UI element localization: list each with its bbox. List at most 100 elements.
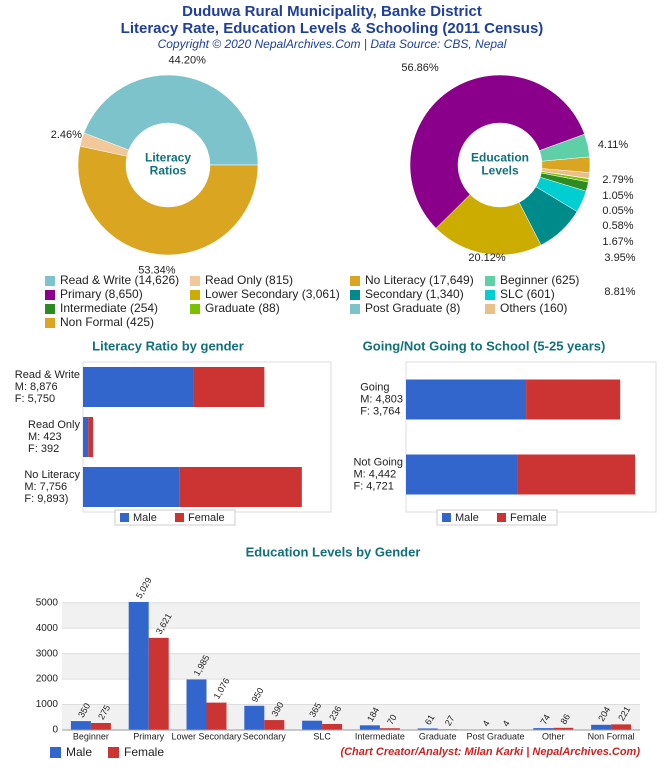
bar xyxy=(591,724,612,730)
legend-label: Others (160) xyxy=(500,301,567,315)
legend-label: Beginner (625) xyxy=(500,273,579,287)
x-tick-label: Intermediate xyxy=(355,731,405,741)
slice-label: 44.20% xyxy=(169,55,207,67)
bar xyxy=(83,367,194,407)
bar xyxy=(302,720,323,730)
title: Duduwa Rural Municipality, Banke Distric… xyxy=(182,3,482,20)
value-label: 5,029 xyxy=(134,576,154,601)
legend-label: SLC (601) xyxy=(500,287,555,301)
legend-label: Intermediate (254) xyxy=(60,301,158,315)
center-label: Literacy xyxy=(145,151,191,165)
slice-label: 0.58% xyxy=(602,220,633,232)
value-label: 27 xyxy=(443,714,457,728)
bar xyxy=(611,724,632,730)
value-label: M: 4,803 xyxy=(360,393,403,405)
bar xyxy=(90,723,111,730)
category-label: Going xyxy=(360,381,389,393)
legend-label: Female xyxy=(510,512,547,524)
x-tick-label: Other xyxy=(542,731,565,741)
bar xyxy=(186,679,207,730)
legend-swatch xyxy=(190,290,200,300)
slice-label: 1.05% xyxy=(602,190,633,202)
value-label: M: 7,756 xyxy=(24,481,67,493)
pie-slice xyxy=(539,133,590,162)
value-label: F: 392 xyxy=(28,443,59,455)
bar xyxy=(264,720,285,730)
center-label: Education xyxy=(471,151,529,165)
legend-label: Post Graduate (8) xyxy=(365,301,460,315)
value-label: M: 8,876 xyxy=(15,381,58,393)
pie-slice xyxy=(435,194,542,256)
value-label: M: 423 xyxy=(28,431,62,443)
y-tick-label: 0 xyxy=(52,725,58,736)
legend-label: No Literacy (17,649) xyxy=(365,273,474,287)
legend-swatch xyxy=(485,304,495,314)
bar xyxy=(517,454,636,495)
center-label: Levels xyxy=(481,164,519,178)
value-label: 61 xyxy=(423,713,437,727)
x-tick-label: Beginner xyxy=(73,731,109,741)
legend-swatch xyxy=(350,304,360,314)
bar xyxy=(379,728,400,730)
bar xyxy=(128,601,149,730)
slice-label: 0.05% xyxy=(602,205,633,217)
legend-label: Non Formal (425) xyxy=(60,315,154,329)
y-tick-label: 2000 xyxy=(36,674,59,685)
value-label: F: 9,893) xyxy=(24,493,68,505)
slice-label: 56.86% xyxy=(401,62,439,74)
legend-swatch xyxy=(350,276,360,286)
grid-band xyxy=(62,602,640,629)
value-label: 4 xyxy=(501,719,512,728)
x-tick-label: Post Graduate xyxy=(466,731,524,741)
pie-slice xyxy=(77,145,259,256)
legend-swatch xyxy=(108,747,119,758)
chart-title: Education Levels by Gender xyxy=(246,544,421,559)
bar xyxy=(83,467,180,507)
legend-swatch xyxy=(442,513,451,522)
bar xyxy=(70,721,91,730)
value-label: 70 xyxy=(385,713,399,727)
value-label: 86 xyxy=(558,712,572,726)
value-label: 4 xyxy=(481,719,492,728)
legend-label: Lower Secondary (3,061) xyxy=(205,287,340,301)
legend-swatch xyxy=(50,747,61,758)
bar xyxy=(206,702,227,730)
slice-label: 2.79% xyxy=(602,174,633,186)
bar xyxy=(406,454,518,495)
x-tick-label: Lower Secondary xyxy=(171,731,242,741)
bar xyxy=(148,637,169,730)
legend-swatch xyxy=(350,290,360,300)
legend-label: Female xyxy=(188,512,225,524)
value-label: 950 xyxy=(249,686,265,704)
center-label: Ratios xyxy=(150,164,187,178)
bar xyxy=(406,379,527,420)
legend-label: Male xyxy=(455,512,479,524)
legend-swatch xyxy=(175,513,184,522)
bar xyxy=(553,727,574,730)
bar xyxy=(533,728,554,730)
slice-label: 4.11% xyxy=(598,139,629,151)
bar xyxy=(88,417,94,457)
pie-slice xyxy=(83,74,259,166)
y-tick-label: 5000 xyxy=(36,597,59,608)
y-tick-label: 4000 xyxy=(36,623,59,634)
legend-label: Female xyxy=(124,745,164,759)
x-tick-label: Graduate xyxy=(419,731,457,741)
legend-label: Primary (8,650) xyxy=(60,287,143,301)
slice-label: 53.34% xyxy=(138,264,176,276)
bar xyxy=(322,723,343,730)
bar xyxy=(359,725,380,730)
value-label: F: 4,721 xyxy=(353,480,393,492)
legend-swatch xyxy=(485,276,495,286)
value-label: 74 xyxy=(538,713,552,727)
slice-label: 2.46% xyxy=(51,129,82,141)
category-label: No Literacy xyxy=(24,469,80,481)
chart-title: Literacy Ratio by gender xyxy=(92,338,244,353)
value-label: F: 3,764 xyxy=(360,405,400,417)
legend-swatch xyxy=(485,290,495,300)
slice-label: 1.67% xyxy=(602,236,633,248)
bar xyxy=(417,728,438,730)
legend-swatch xyxy=(45,304,55,314)
slice-label: 3.95% xyxy=(604,252,635,264)
